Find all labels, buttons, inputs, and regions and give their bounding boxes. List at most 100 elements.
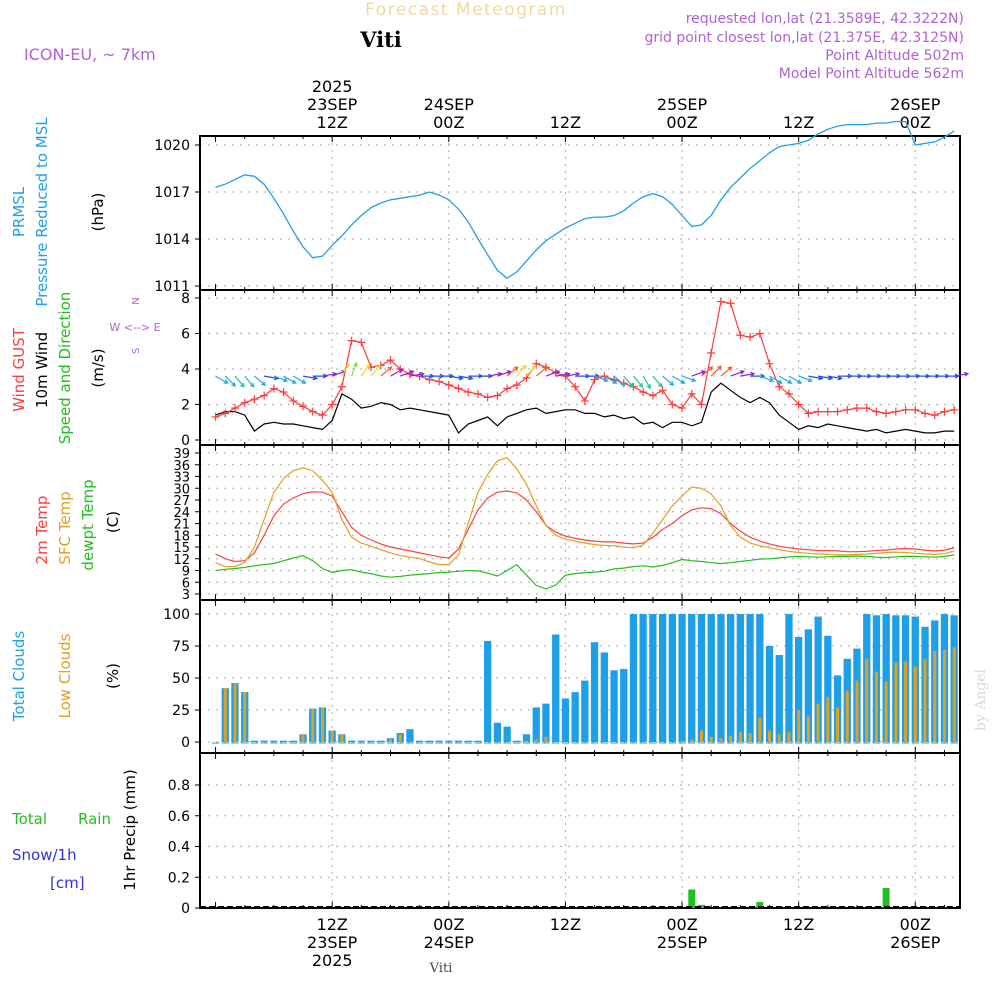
low-cloud-bar — [855, 680, 859, 742]
wind-speed-dir-label: Speed and Direction — [56, 292, 74, 445]
point-altitude: Point Altitude 502m — [825, 48, 964, 64]
total-cloud-bar — [590, 642, 599, 742]
low-cloud-bar — [816, 703, 820, 742]
total-cloud-bar — [581, 680, 589, 742]
low-cloud-bar — [894, 662, 898, 742]
wind-gust-marker — [337, 382, 346, 391]
time-label: 25SEP — [657, 933, 708, 952]
temp-ytick-label: 36 — [173, 459, 190, 474]
time-label: 12Z — [783, 915, 814, 934]
total-cloud-bar — [425, 740, 433, 742]
precip-panel: 0 0.2 0.4 0.6 0.8 — [168, 752, 961, 917]
low-cloud-bar — [719, 738, 723, 742]
low-cloud-bar — [389, 739, 392, 742]
wind-direction-arrow — [623, 375, 634, 388]
wind-direction-arrow — [506, 366, 519, 377]
wind-gust-marker — [843, 405, 852, 414]
wind-ytick-label: 0 — [181, 433, 190, 449]
total-cloud-bar — [717, 614, 725, 742]
wind-direction-arrow — [516, 364, 527, 377]
wind-direction-arrow — [594, 375, 609, 383]
wind-gust-marker — [347, 336, 356, 345]
wind-gust-marker — [240, 398, 249, 407]
wind-direction-arrow — [390, 368, 404, 377]
temp-2m-line — [215, 490, 955, 563]
total-cloud-bar — [620, 669, 628, 742]
total-cloud-bar — [445, 740, 453, 742]
low-cloud-bar — [913, 666, 917, 742]
precip-ytick-label: 0.4 — [168, 840, 190, 856]
wind-direction-arrow — [778, 375, 793, 384]
temp-sfc-line — [215, 457, 955, 568]
wind-direction-arrow — [788, 375, 803, 384]
low-cloud-bar — [525, 740, 528, 742]
wind-gust-marker — [891, 407, 900, 416]
low-cloud-bar — [943, 649, 946, 742]
precip-total-label: Total — [11, 810, 47, 828]
time-label: 00Z — [900, 113, 931, 132]
low-cloud-bar — [340, 734, 344, 742]
total-cloud-bar — [775, 655, 783, 742]
time-label: 00Z — [666, 113, 697, 132]
wind-direction-arrow — [273, 375, 289, 383]
total-clouds-label: Total Clouds — [10, 631, 28, 723]
wind-gust-marker — [425, 375, 434, 384]
total-cloud-bar — [678, 614, 686, 742]
total-cloud-bar — [727, 614, 735, 742]
clouds-unit: (%) — [104, 663, 122, 689]
wind-direction-arrow — [458, 375, 474, 381]
low-cloud-bar — [330, 730, 334, 742]
wind-ytick-label: 4 — [181, 362, 190, 378]
rain-bar — [756, 901, 764, 908]
total-cloud-bar — [814, 616, 822, 742]
total-cloud-bar — [416, 740, 424, 742]
pressure-msl-label: Pressure Reduced to MSL — [33, 117, 51, 307]
time-label: 12Z — [317, 113, 348, 132]
pressure-ytick-label: 1014 — [154, 232, 190, 248]
wind-direction-arrow — [740, 371, 756, 377]
time-label: 24SEP — [424, 95, 475, 114]
total-cloud-bar — [571, 692, 579, 742]
wind-gust-marker — [746, 333, 755, 342]
total-cloud-bar — [464, 740, 472, 742]
time-label: 12Z — [550, 915, 581, 934]
total-cloud-bar — [367, 740, 375, 742]
low-cloud-bar — [709, 736, 713, 742]
wind-gust-marker — [250, 395, 259, 404]
wind-gust-marker — [911, 405, 920, 414]
total-cloud-bar — [270, 740, 278, 742]
total-cloud-bar — [659, 614, 667, 742]
wind-gust-marker — [435, 377, 444, 386]
wind-direction-arrow — [497, 370, 512, 377]
wind-gust-marker — [950, 405, 959, 414]
wind-gust-marker — [872, 407, 881, 416]
precip-unit: 1hr Precip (mm) — [121, 769, 139, 890]
compass-s: S — [131, 348, 142, 354]
wind-direction-arrow — [730, 370, 745, 377]
wind-direction-arrow — [798, 375, 813, 383]
wind-gust-marker — [882, 409, 891, 418]
low-cloud-bar — [321, 707, 324, 742]
wind-ytick-label: 2 — [181, 398, 190, 414]
low-cloud-bar — [680, 740, 684, 742]
total-cloud-bar — [649, 614, 657, 742]
low-cloud-bar — [797, 710, 801, 742]
total-cloud-bar — [474, 740, 482, 742]
total-cloud-bar — [435, 740, 443, 742]
wind-gust-marker — [328, 400, 337, 409]
total-cloud-bar — [493, 722, 501, 742]
wind-gust-marker — [512, 380, 521, 389]
wind-gust-marker — [299, 402, 308, 411]
total-cloud-bar — [348, 740, 356, 742]
wind-frame — [199, 289, 961, 446]
low-clouds-label: Low Clouds — [56, 633, 74, 718]
low-cloud-bar — [904, 661, 908, 742]
wind-gust-marker — [580, 396, 589, 405]
wind-direction-arrow — [254, 375, 267, 386]
compass-legend: W <--> E N S — [109, 297, 160, 354]
total-cloud-bar — [639, 614, 647, 742]
temp-ytick-label: 39 — [173, 447, 190, 462]
wind-panel: 0 2 4 6 8 — [181, 289, 970, 449]
